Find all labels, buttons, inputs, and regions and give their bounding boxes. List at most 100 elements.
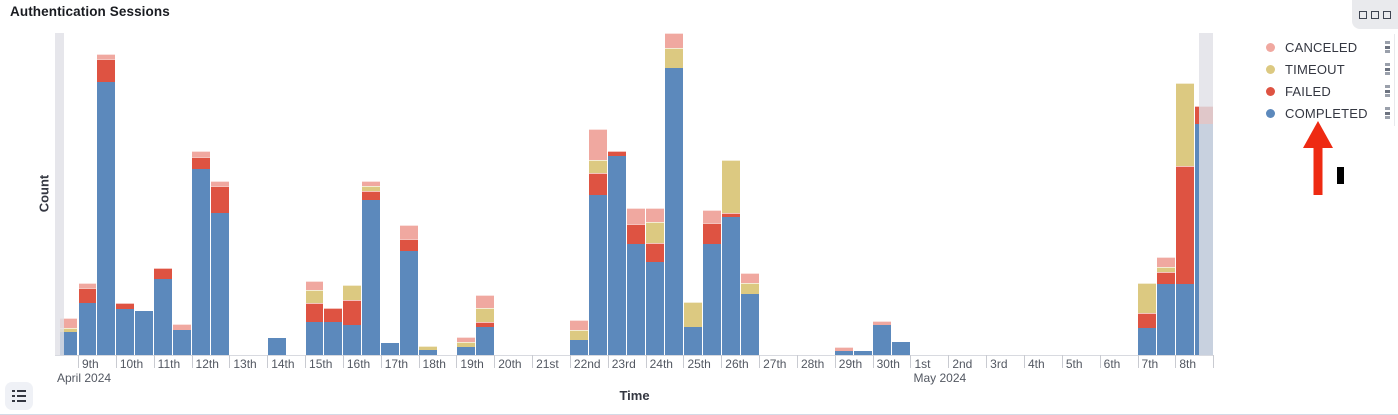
stacked-bar[interactable] (683, 302, 702, 355)
stacked-bar[interactable] (362, 181, 381, 355)
bar-segment-failed[interactable] (1138, 313, 1156, 328)
legend-item-actions-icon[interactable] (1383, 83, 1392, 99)
bar-segment-timeout[interactable] (343, 285, 362, 300)
legend-item-actions-icon[interactable] (1383, 105, 1392, 121)
bar-segment-timeout[interactable] (570, 330, 589, 340)
bar-segment-canceled[interactable] (873, 321, 892, 325)
bar-segment-failed[interactable] (324, 308, 343, 322)
bar-segment-failed[interactable] (97, 59, 116, 82)
bar-segment-completed[interactable] (419, 350, 437, 355)
stacked-bar[interactable] (892, 342, 910, 355)
bar-segment-completed[interactable] (305, 322, 324, 355)
bar-segment-timeout[interactable] (419, 346, 437, 350)
stacked-bar[interactable] (589, 129, 608, 355)
bar-segment-canceled[interactable] (740, 273, 759, 283)
stacked-bar[interactable] (343, 285, 362, 355)
bar-segment-timeout[interactable] (1175, 83, 1194, 166)
bar-segment-completed[interactable] (324, 322, 343, 355)
stacked-bar[interactable] (740, 273, 759, 355)
legend-toggle-button[interactable] (5, 382, 33, 410)
bar-segment-canceled[interactable] (702, 210, 721, 223)
bar-segment-completed[interactable] (608, 156, 627, 355)
bar-segment-failed[interactable] (192, 157, 210, 169)
bar-segment-completed[interactable] (475, 327, 494, 355)
bar-segment-failed[interactable] (400, 239, 419, 251)
bar-segment-completed[interactable] (154, 279, 173, 355)
stacked-bar[interactable] (1138, 283, 1156, 355)
bar-segment-canceled[interactable] (627, 208, 646, 224)
bar-segment-completed[interactable] (381, 343, 400, 355)
stacked-bar[interactable] (59, 318, 78, 355)
bar-segment-completed[interactable] (665, 68, 683, 355)
bar-segment-completed[interactable] (589, 195, 608, 355)
bar-segment-canceled[interactable] (362, 181, 381, 186)
stacked-bar[interactable] (173, 324, 191, 355)
bar-segment-completed[interactable] (192, 169, 210, 355)
bar-segment-timeout[interactable] (1156, 267, 1175, 272)
bar-segment-failed[interactable] (1156, 272, 1175, 284)
legend-item-actions-icon[interactable] (1383, 39, 1392, 55)
stacked-bar[interactable] (324, 308, 343, 355)
bar-segment-completed[interactable] (267, 338, 286, 355)
bar-segment-timeout[interactable] (683, 302, 702, 327)
bar-segment-timeout[interactable] (589, 160, 608, 173)
bar-segment-completed[interactable] (627, 244, 646, 355)
bar-segment-completed[interactable] (78, 303, 97, 355)
bar-segment-completed[interactable] (97, 82, 116, 355)
stacked-bar[interactable] (608, 151, 627, 355)
legend-item-canceled[interactable]: CANCELED (1266, 36, 1392, 58)
bar-segment-failed[interactable] (343, 300, 362, 325)
bar-segment-canceled[interactable] (475, 295, 494, 308)
bar-segment-completed[interactable] (343, 325, 362, 355)
legend-item-timeout[interactable]: TIMEOUT (1266, 58, 1392, 80)
bar-segment-failed[interactable] (210, 186, 229, 213)
bar-segment-timeout[interactable] (646, 222, 664, 243)
bar-segment-completed[interactable] (362, 200, 381, 355)
stacked-bar[interactable] (400, 225, 419, 355)
stacked-bar[interactable] (116, 303, 135, 355)
bar-segment-timeout[interactable] (456, 342, 475, 347)
stacked-bar[interactable] (1175, 83, 1194, 355)
bar-segment-completed[interactable] (721, 217, 740, 355)
stacked-bar[interactable] (665, 33, 683, 355)
bar-segment-canceled[interactable] (305, 281, 324, 290)
bar-segment-completed[interactable] (873, 325, 892, 355)
bar-segment-canceled[interactable] (665, 33, 683, 48)
stacked-bar[interactable] (154, 268, 173, 355)
stacked-bar[interactable] (192, 151, 210, 355)
stacked-bar[interactable] (135, 311, 154, 355)
bar-segment-timeout[interactable] (305, 290, 324, 303)
bar-segment-completed[interactable] (59, 332, 78, 355)
stacked-bar[interactable] (627, 208, 646, 355)
bar-segment-completed[interactable] (1138, 328, 1156, 355)
bar-segment-failed[interactable] (154, 268, 173, 279)
bar-segment-failed[interactable] (78, 288, 97, 303)
bar-segment-timeout[interactable] (362, 186, 381, 191)
bar-segment-canceled[interactable] (589, 129, 608, 160)
bar-segment-canceled[interactable] (646, 208, 664, 222)
bar-segment-timeout[interactable] (59, 328, 78, 332)
bar-segment-canceled[interactable] (400, 225, 419, 239)
bar-segment-timeout[interactable] (475, 308, 494, 322)
bar-segment-canceled[interactable] (1156, 257, 1175, 267)
stacked-bar[interactable] (267, 338, 286, 355)
bar-segment-canceled[interactable] (192, 151, 210, 157)
stacked-bar[interactable] (78, 283, 97, 355)
legend-item-failed[interactable]: FAILED (1266, 80, 1392, 102)
plot-area[interactable] (55, 33, 1214, 356)
bar-segment-failed[interactable] (646, 243, 664, 262)
stacked-bar[interactable] (570, 320, 589, 355)
bar-segment-failed[interactable] (608, 151, 627, 156)
stacked-bar[interactable] (721, 160, 740, 355)
stacked-bar[interactable] (702, 210, 721, 355)
stacked-bar[interactable] (646, 208, 664, 355)
panel-options-button[interactable] (1352, 0, 1398, 29)
bar-segment-failed[interactable] (475, 322, 494, 327)
bar-segment-completed[interactable] (456, 347, 475, 355)
bar-segment-completed[interactable] (210, 213, 229, 355)
bar-segment-completed[interactable] (892, 342, 910, 355)
bar-segment-completed[interactable] (173, 330, 191, 355)
stacked-bar[interactable] (97, 54, 116, 355)
bar-segment-canceled[interactable] (835, 347, 854, 351)
bar-segment-timeout[interactable] (740, 283, 759, 294)
